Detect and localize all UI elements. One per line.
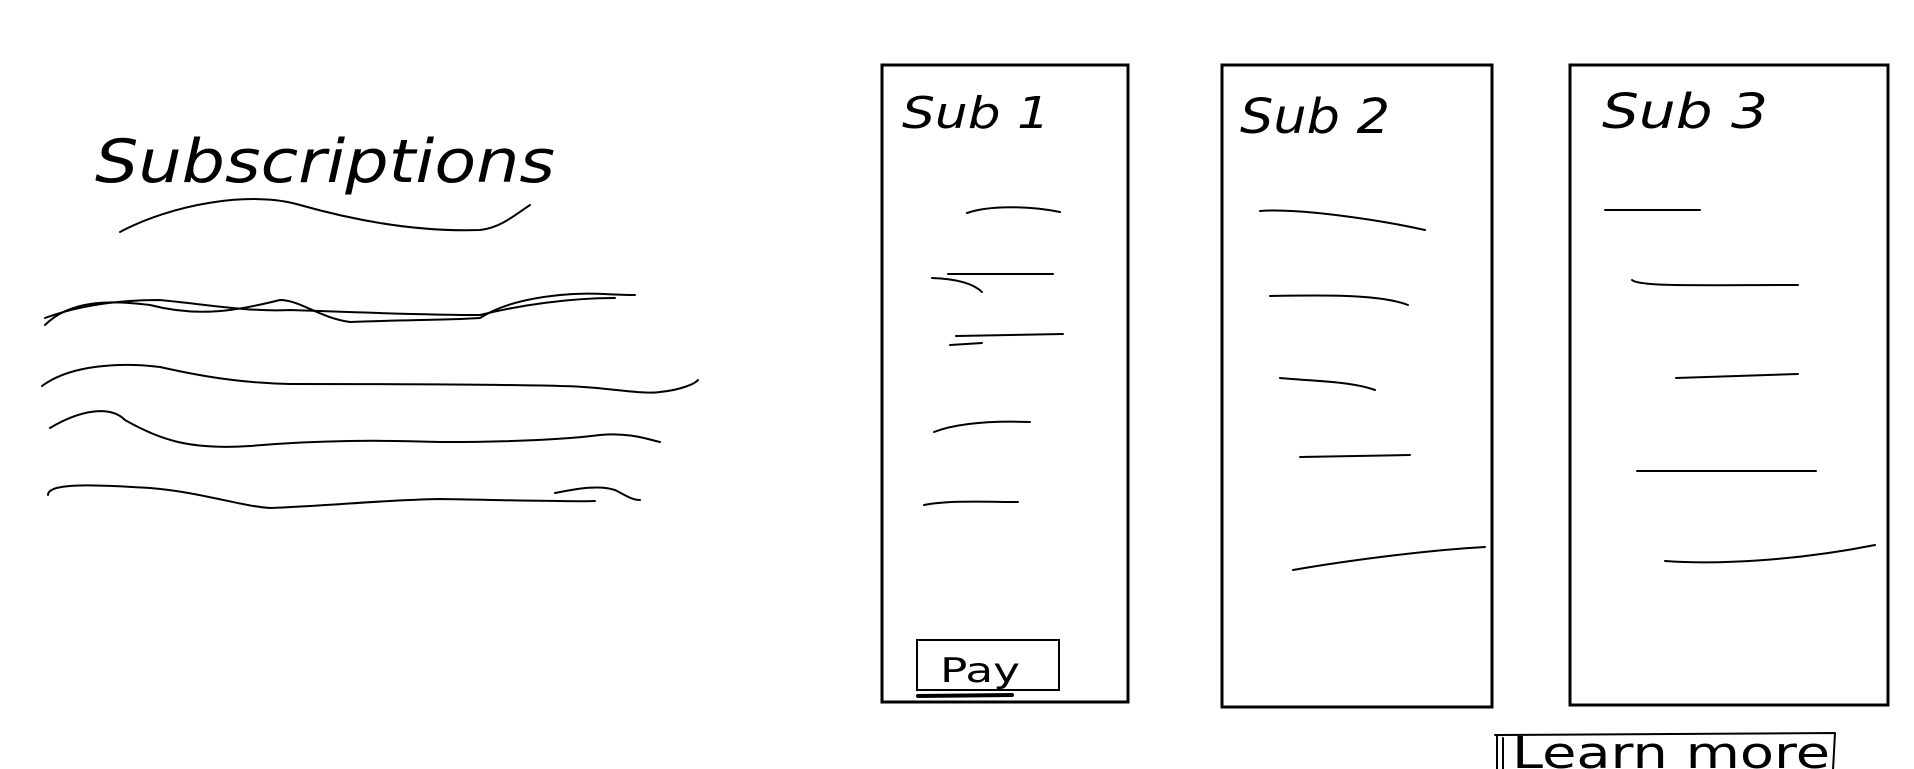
feature-list [1259, 209, 1486, 571]
learn-more-frame [1494, 732, 1836, 769]
description-line [41, 363, 699, 394]
description-line [44, 297, 616, 319]
title-underline [119, 198, 531, 233]
description-line [47, 484, 596, 509]
feature-line [949, 333, 1064, 346]
feature-line [1299, 454, 1411, 458]
pay-button-underline [916, 693, 1014, 698]
feature-line [933, 420, 1031, 433]
feature-line [923, 500, 1019, 506]
learn-more-button[interactable]: Learn more [1494, 728, 1840, 769]
card-title: Sub 3 [1602, 84, 1768, 140]
feature-line [1664, 544, 1876, 564]
pay-button-label: Pay [940, 651, 1020, 691]
feature-line [1675, 373, 1799, 379]
description-line [44, 292, 636, 326]
pay-button-frame [916, 639, 1060, 691]
pay-button[interactable]: Pay [916, 639, 1060, 698]
card-frame [880, 63, 1130, 704]
card-title: Sub 2 [1240, 89, 1390, 145]
learn-more-label: Learn more [1512, 728, 1830, 769]
feature-line [1259, 209, 1426, 231]
learn-more-hit-area[interactable] [1495, 730, 1840, 769]
feature-line [1279, 377, 1376, 391]
feature-list [1604, 209, 1876, 564]
card-frame [1220, 63, 1494, 709]
feature-line [1631, 279, 1799, 287]
subscription-card-1: Sub 1 Pay [880, 63, 1130, 704]
card-frame [1568, 63, 1890, 707]
description-line [49, 410, 661, 448]
feature-line [931, 273, 1054, 293]
card-title: Sub 1 [902, 88, 1050, 139]
subscription-card-2: Sub 2 [1220, 63, 1494, 709]
description-line [554, 486, 641, 501]
feature-list [923, 206, 1064, 506]
pay-button-hit-area[interactable] [917, 640, 1059, 690]
intro-section: Subscriptions [41, 127, 699, 509]
feature-line [1269, 294, 1409, 306]
subscription-card-3: Sub 3 [1568, 63, 1890, 707]
feature-line [1292, 546, 1486, 571]
feature-line [966, 206, 1061, 214]
page-title: Subscriptions [95, 127, 555, 197]
